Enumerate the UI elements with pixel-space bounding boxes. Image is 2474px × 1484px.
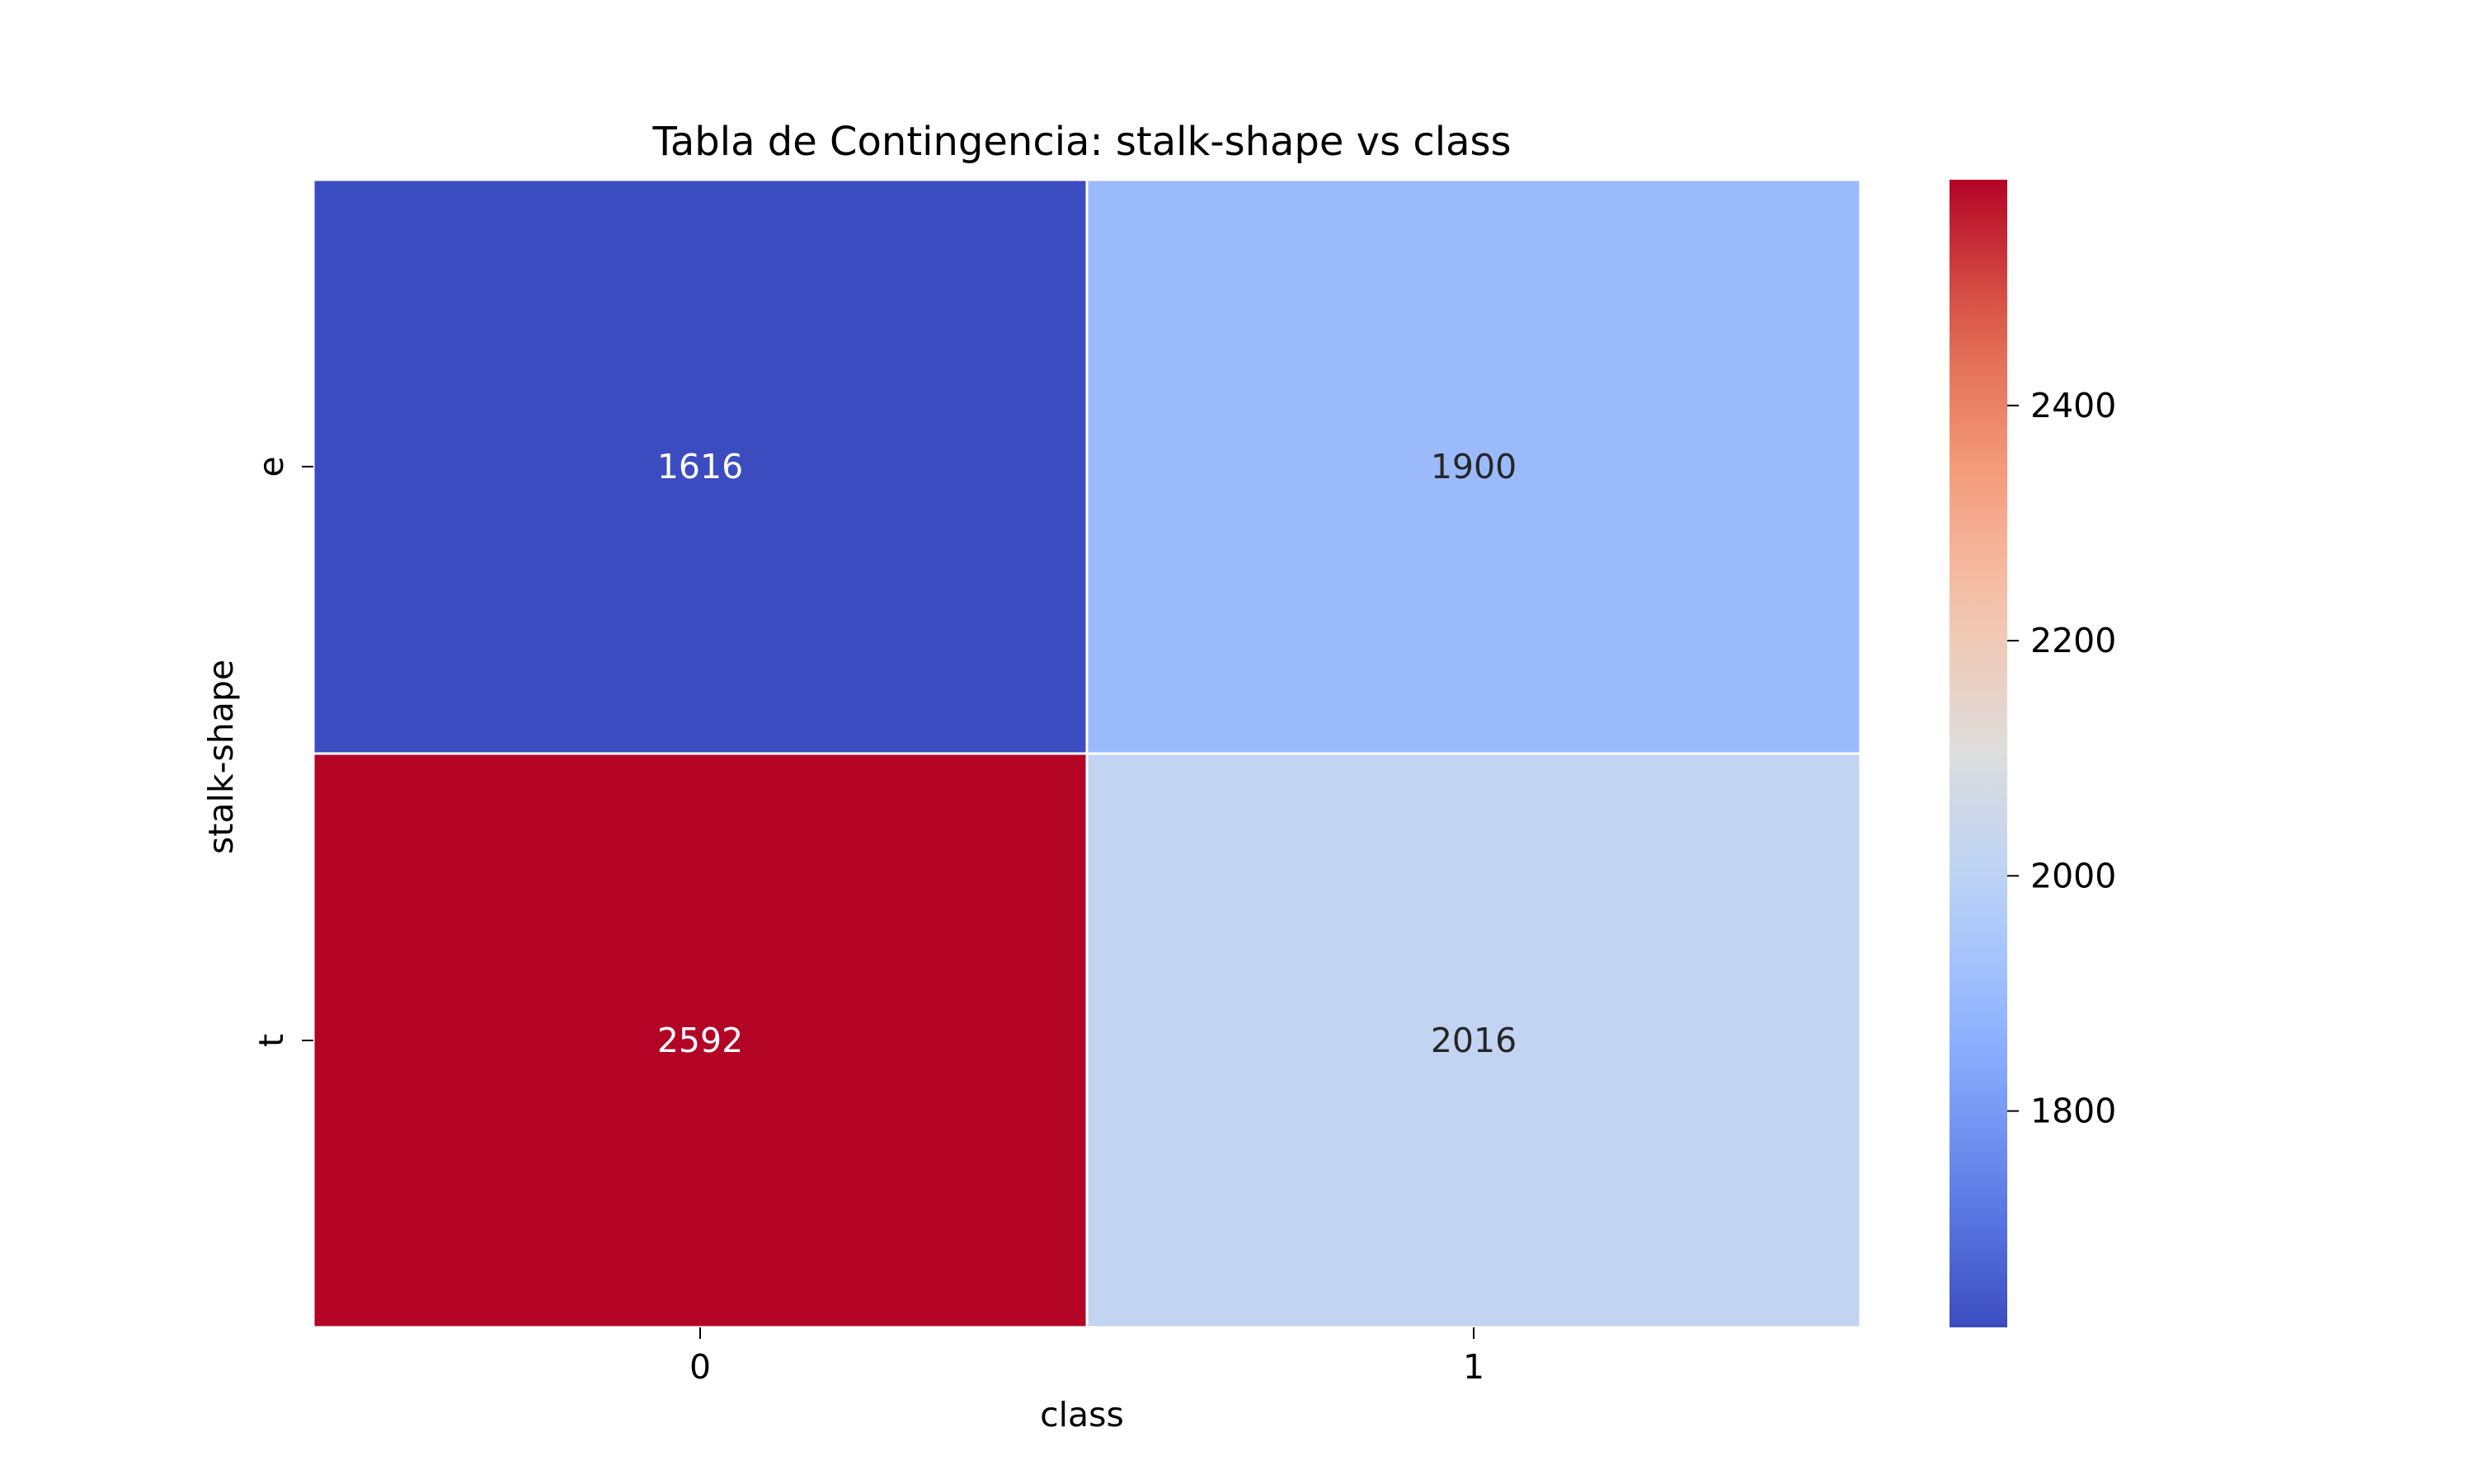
chart-title: Tabla de Contingencia: stalk-shape vs cl… xyxy=(651,119,1511,165)
heatmap-cell-e-1 xyxy=(1085,178,1862,755)
colorbar-ticks: 1800 2000 2200 2400 xyxy=(2007,386,2116,1131)
heatmap-cell-t-0 xyxy=(312,752,1089,1329)
y-tick-label: t xyxy=(252,1034,291,1047)
colorbar-tick-label: 2000 xyxy=(2030,856,2116,895)
heatmap-cells: 1616 1900 2592 2016 xyxy=(312,178,1862,1329)
colorbar-tick-label: 1800 xyxy=(2030,1092,2116,1131)
x-axis-label: class xyxy=(1040,1395,1124,1435)
y-axis-label: stalk-shape xyxy=(201,660,241,854)
colorbar-gradient xyxy=(1950,180,2007,1327)
cell-value-label: 2016 xyxy=(1431,1021,1517,1060)
heatmap-cell-e-0 xyxy=(312,178,1089,755)
colorbar-tick-label: 2200 xyxy=(2030,621,2116,660)
colorbar-tick-label: 2400 xyxy=(2030,386,2116,425)
x-tick-label: 1 xyxy=(1463,1347,1484,1387)
y-tick-label: e xyxy=(252,456,291,477)
x-tick-label: 0 xyxy=(689,1347,711,1387)
heatmap-cell-t-1 xyxy=(1085,752,1862,1329)
cell-value-label: 2592 xyxy=(657,1021,743,1060)
cell-value-label: 1616 xyxy=(657,447,743,486)
y-axis: et xyxy=(252,456,313,1047)
colorbar: 1800 2000 2200 2400 xyxy=(1950,180,2116,1327)
cell-value-label: 1900 xyxy=(1431,447,1517,486)
